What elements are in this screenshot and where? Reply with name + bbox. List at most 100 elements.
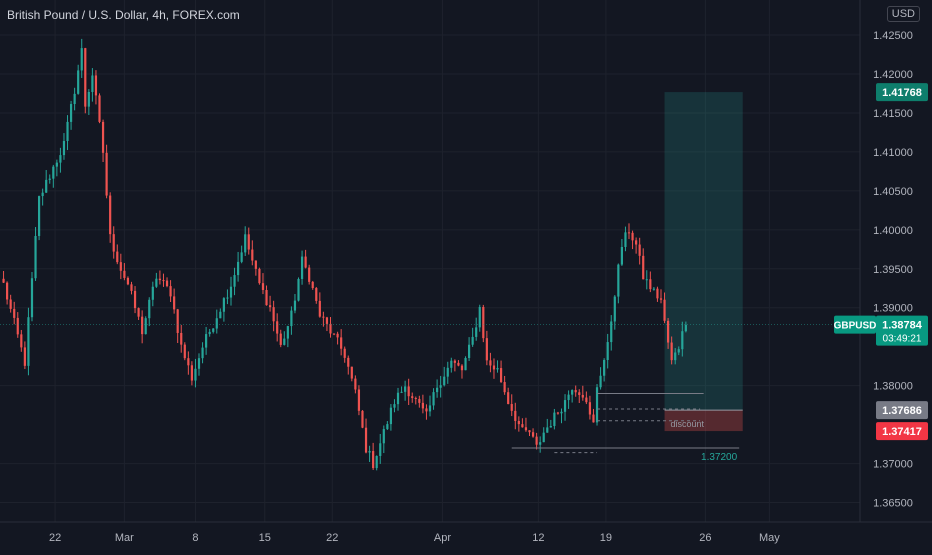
candle-body [84,48,87,107]
stop-price-label: 1.37417 [882,426,922,438]
candle-body [361,410,364,428]
candle-body [439,385,442,388]
candle-body [670,342,673,361]
candle-body [460,365,464,371]
candle-body [176,309,179,333]
y-tick-label: 1.41000 [873,147,913,159]
candle-body [105,152,108,196]
candle-body [517,420,520,425]
candle-body [205,334,208,348]
candle-body [581,394,584,398]
candle-body [55,162,58,167]
candle-body [649,279,652,290]
candle-body [13,308,16,318]
candle-body [563,400,567,412]
candle-body [588,402,592,415]
y-tick-label: 1.41500 [873,108,913,120]
candle-body [464,357,467,371]
candle-body [297,278,300,301]
zone-label: discount [671,419,705,429]
candle-body [332,333,336,335]
candle-body [666,320,670,343]
candle-body [308,267,311,282]
y-tick-label: 1.40000 [873,225,913,237]
candle-body [482,306,485,339]
candle-body [212,328,215,332]
candle-body [144,318,147,335]
candle-body [674,352,677,361]
candle-body [123,270,126,278]
overlay-lines: 1.37200 [0,324,860,463]
candle-body [393,404,396,408]
candle-body [404,386,407,392]
candle-body [610,321,613,343]
candle-body [635,240,638,245]
candle-body [375,455,378,469]
candle-body [219,311,222,319]
candle-body [133,290,137,309]
candle-body [411,396,414,398]
candle-body [496,368,499,370]
candle-body [528,430,531,433]
candle-body [645,279,648,281]
candle-body [215,318,218,329]
candle-body [315,288,318,301]
candle-body [638,244,641,256]
candle-body [531,432,535,437]
candle-body [684,324,687,332]
candle-body [336,333,339,338]
candle-body [364,427,368,453]
candle-body [151,286,154,300]
candle-body [524,427,528,431]
position-zones: discount [664,92,743,432]
candle-body [542,432,545,443]
y-tick-label: 1.38000 [873,381,913,393]
candle-body [379,443,382,456]
candle-body [560,411,563,414]
candle-body [197,358,201,369]
y-tick-label: 1.40500 [873,186,913,198]
currency-badge[interactable]: USD [886,6,920,22]
stop-price-label-bg [876,422,928,441]
x-tick-label: Mar [115,532,134,544]
candle-body [69,104,73,122]
candle-body [521,424,524,428]
candle-body [453,360,456,363]
y-tick-label: 1.42000 [873,69,913,81]
candle-body [258,268,261,284]
x-tick-label: 19 [600,532,612,544]
candle-body [350,366,353,379]
candle-body [119,262,122,271]
symbol-tag: GBPUSD [834,321,877,332]
candle-body [155,278,158,287]
candle-body [386,424,389,430]
candle-body [443,376,446,386]
candle-body [268,305,272,308]
candle-body [585,397,588,403]
candle-body [109,195,112,235]
candle-body [34,236,37,279]
candle-body [507,392,510,405]
candle-body [457,362,460,366]
candle-body [389,407,393,425]
candle-body [236,261,240,276]
entry-price-label-bg [876,401,928,420]
candle-body [91,75,94,93]
candle-body [116,251,119,263]
candle-body [201,347,204,359]
candle-body [656,288,659,299]
candle-body [279,333,282,345]
candle-body [169,286,172,297]
x-tick-label: 12 [532,532,544,544]
candle-body [347,357,350,367]
candle-body [283,338,286,345]
candle-body [510,404,513,411]
candle-body [9,299,12,309]
candle-body [77,70,80,94]
candle-body [546,427,549,433]
candle-body [414,397,417,399]
candle-body [553,412,556,426]
